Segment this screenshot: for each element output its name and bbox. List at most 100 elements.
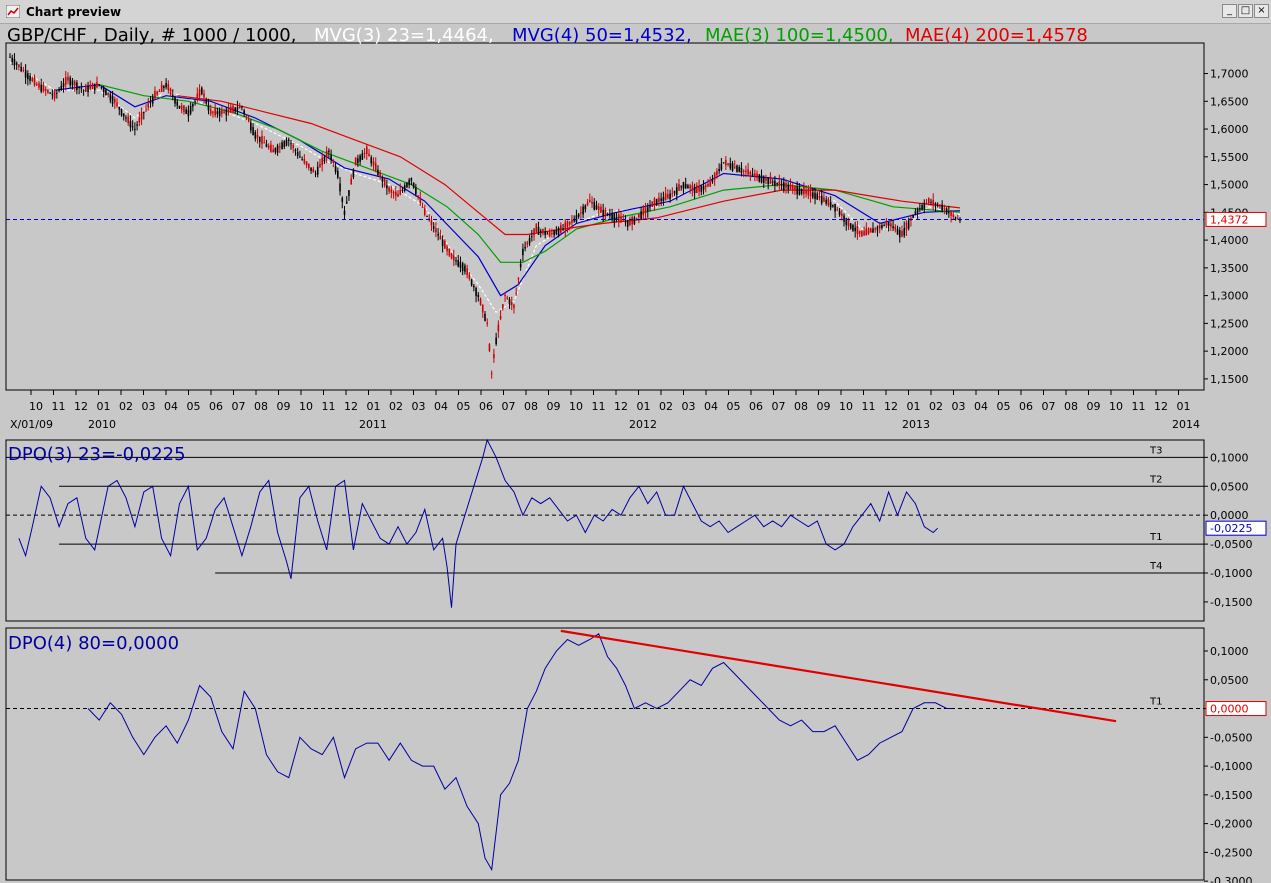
candle-body bbox=[932, 199, 935, 205]
window-titlebar: Chart preview _ □ × bbox=[0, 0, 1271, 24]
candle-body bbox=[919, 208, 921, 210]
candle-body bbox=[136, 124, 138, 126]
candle-body bbox=[53, 91, 56, 99]
candle-body bbox=[401, 189, 404, 191]
candle-body bbox=[461, 263, 464, 271]
header-mae4: MAE(4) 200=1,4578 bbox=[905, 25, 1088, 46]
x-month-label: 04 bbox=[974, 400, 988, 413]
x-month-label: 07 bbox=[772, 400, 786, 413]
candle-body bbox=[892, 226, 894, 229]
maximize-button[interactable]: □ bbox=[1238, 4, 1253, 18]
candle-body bbox=[388, 187, 390, 192]
candle-body bbox=[615, 217, 618, 219]
candle-body bbox=[256, 134, 259, 138]
candle-body bbox=[533, 228, 535, 236]
y-tick-label: -0,3000 bbox=[1210, 875, 1252, 883]
candle-body bbox=[722, 162, 725, 164]
candle-body bbox=[537, 227, 540, 235]
candle-body bbox=[863, 230, 865, 236]
candle-body bbox=[682, 182, 685, 189]
candle-body bbox=[914, 211, 917, 214]
candle-body bbox=[290, 143, 292, 145]
candle-body bbox=[936, 204, 939, 206]
candle-body bbox=[392, 192, 395, 194]
candle-body bbox=[225, 109, 228, 116]
candle-body bbox=[15, 63, 18, 65]
candle-body bbox=[299, 156, 301, 158]
candle-body bbox=[203, 93, 205, 98]
candle-body bbox=[125, 117, 127, 119]
candle-body bbox=[725, 160, 727, 166]
y-tick-label: 1,5500 bbox=[1210, 151, 1249, 164]
x-month-label: 06 bbox=[749, 400, 763, 413]
y-tick-label: 0,1000 bbox=[1210, 645, 1249, 658]
x-month-label: 10 bbox=[569, 400, 583, 413]
candle-body bbox=[945, 208, 948, 215]
y-tick-label: 1,4000 bbox=[1210, 234, 1249, 247]
candle-body bbox=[475, 288, 477, 296]
candle-body bbox=[526, 242, 529, 245]
x-month-label: 03 bbox=[952, 400, 966, 413]
candle-body bbox=[687, 185, 689, 189]
candle-body bbox=[776, 183, 778, 185]
x-month-label: 08 bbox=[1064, 400, 1078, 413]
candle-body bbox=[778, 181, 781, 186]
candle-body bbox=[486, 322, 489, 324]
candle-body bbox=[325, 150, 328, 158]
candle-body bbox=[847, 218, 850, 227]
candle-body bbox=[265, 143, 268, 147]
candle-body bbox=[20, 66, 22, 72]
candle-body bbox=[200, 87, 203, 95]
candle-body bbox=[160, 84, 163, 92]
candle-body bbox=[749, 171, 752, 175]
candle-body bbox=[444, 240, 446, 249]
candle-body bbox=[221, 109, 223, 114]
candle-body bbox=[308, 163, 310, 168]
candle-body bbox=[82, 90, 85, 92]
candle-body bbox=[504, 294, 506, 297]
candle-body bbox=[174, 96, 176, 104]
time-x-axis: 10 11 12 01 02 03 04 05 06 07 08 09 10 11 12 01 02 03 04 05… bbox=[10, 390, 1200, 431]
candle-body bbox=[345, 201, 348, 204]
candle-body bbox=[93, 83, 96, 91]
candle-body bbox=[47, 90, 49, 93]
candle-body bbox=[415, 187, 417, 195]
candle-body bbox=[589, 199, 591, 203]
last-value-label: -0,0225 bbox=[1210, 522, 1252, 535]
candle-body bbox=[827, 198, 830, 206]
candle-body bbox=[138, 117, 141, 123]
candle-body bbox=[96, 82, 98, 88]
x-month-label: 08 bbox=[254, 400, 268, 413]
candle-body bbox=[680, 186, 683, 188]
candle-body bbox=[303, 158, 306, 164]
close-button[interactable]: × bbox=[1254, 4, 1269, 18]
candle-body bbox=[258, 136, 261, 143]
candle-body bbox=[595, 205, 598, 210]
x-month-label: 09 bbox=[817, 400, 831, 413]
candle-body bbox=[524, 246, 526, 249]
candle-body bbox=[399, 190, 402, 195]
candle-body bbox=[149, 102, 152, 104]
x-month-label: 09 bbox=[1087, 400, 1101, 413]
candle-body bbox=[455, 260, 457, 262]
candle-body bbox=[452, 255, 455, 261]
candle-body bbox=[403, 185, 406, 191]
candle-body bbox=[609, 214, 611, 216]
candle-body bbox=[646, 207, 649, 212]
candle-body bbox=[459, 261, 462, 268]
dpo4-line bbox=[87, 633, 952, 872]
candle-body bbox=[834, 204, 836, 212]
candle-body bbox=[787, 185, 790, 190]
x-month-label: 02 bbox=[929, 400, 943, 413]
candle-body bbox=[649, 206, 651, 208]
minimize-button[interactable]: _ bbox=[1222, 4, 1237, 18]
candle-body bbox=[803, 186, 805, 195]
candle-body bbox=[805, 189, 807, 194]
candle-body bbox=[180, 105, 183, 110]
candle-body bbox=[515, 292, 518, 294]
x-year-label: 2013 bbox=[902, 418, 930, 431]
y-tick-label: 1,6500 bbox=[1210, 95, 1249, 108]
candle-body bbox=[158, 91, 161, 93]
last-value-label: 0,0000 bbox=[1210, 703, 1249, 716]
candle-body bbox=[771, 181, 774, 183]
